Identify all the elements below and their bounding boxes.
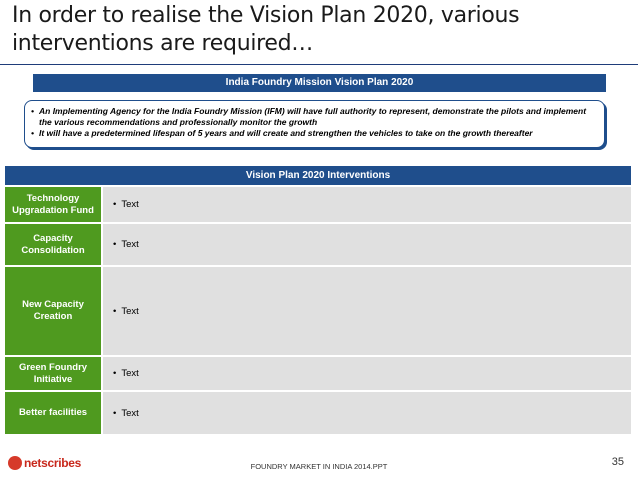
mission-bullet-text: An Implementing Agency for the India Fou… — [39, 106, 587, 127]
intervention-row: New Capacity Creation • Text — [5, 267, 631, 355]
intervention-text: Text — [121, 239, 139, 250]
interventions-header: Vision Plan 2020 Interventions — [5, 166, 631, 185]
intervention-label: New Capacity Creation — [5, 267, 101, 355]
mission-bullet: • An Implementing Agency for the India Fo… — [31, 106, 598, 128]
intervention-cell: • Text — [103, 267, 631, 355]
intervention-text: Text — [121, 407, 139, 419]
mission-bullet-text: It will have a predetermined lifespan of… — [39, 128, 533, 138]
logo-icon — [8, 456, 22, 470]
mission-box: • An Implementing Agency for the India Fo… — [24, 100, 605, 148]
intervention-text: Text — [121, 199, 139, 210]
intervention-text: Text — [121, 368, 139, 379]
intervention-row: Green Foundry Initiative • Text — [5, 357, 631, 390]
logo-text: netscribes — [24, 456, 82, 470]
intervention-row: Technology Upgradation Fund • Text — [5, 187, 631, 222]
page-number: 35 — [611, 456, 624, 468]
intervention-text: Text — [121, 305, 139, 317]
mission-header: India Foundry Mission Vision Plan 2020 — [33, 74, 606, 92]
footer-document-name: FOUNDRY MARKET IN INDIA 2014.PPT — [250, 462, 388, 471]
title-divider — [0, 64, 638, 65]
mission-bullet: • It will have a predetermined lifespan o… — [31, 128, 533, 138]
intervention-label: Green Foundry Initiative — [5, 357, 101, 390]
slide-title: In order to realise the Vision Plan 2020… — [12, 3, 520, 56]
intervention-label: Technology Upgradation Fund — [5, 187, 101, 222]
intervention-cell: • Text — [103, 392, 631, 434]
intervention-row: Better facilities • Text — [5, 392, 631, 434]
intervention-cell: • Text — [103, 357, 631, 390]
intervention-label: Better facilities — [5, 392, 101, 434]
intervention-cell: • Text — [103, 224, 631, 265]
netscribes-logo: netscribes — [8, 456, 81, 470]
intervention-label: Capacity Consolidation — [5, 224, 101, 265]
intervention-row: Capacity Consolidation • Text — [5, 224, 631, 265]
intervention-cell: • Text — [103, 187, 631, 222]
